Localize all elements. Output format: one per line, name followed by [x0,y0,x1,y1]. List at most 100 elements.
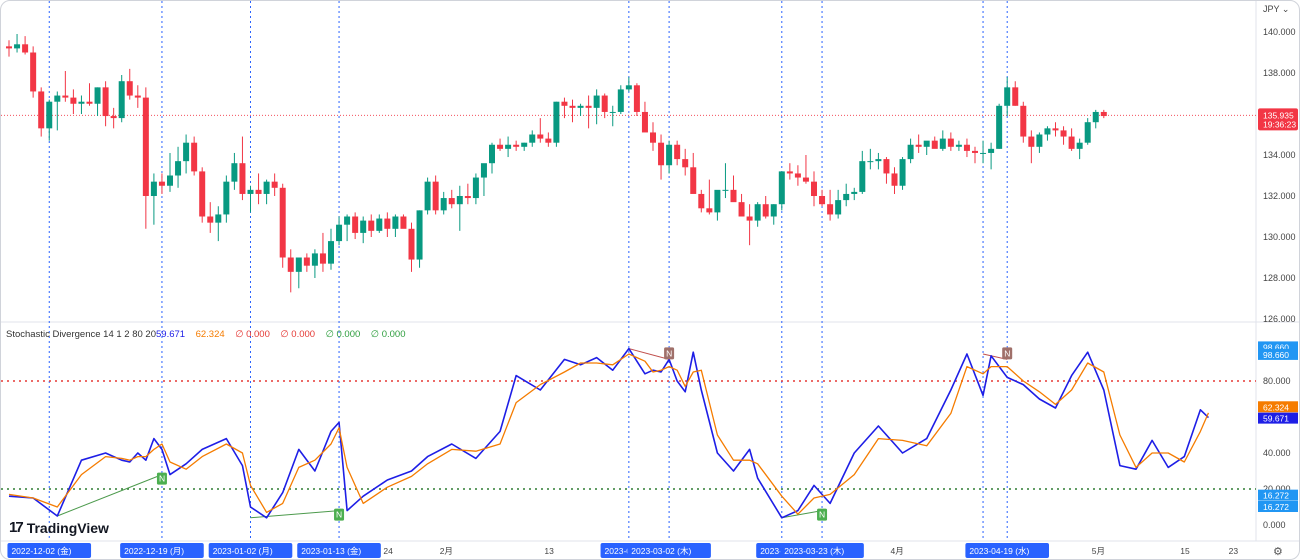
oscillator-value-badge-text: 98.660 [1263,342,1289,352]
candle-body [319,253,326,264]
candle-body [295,257,302,272]
candle-body [617,89,624,112]
stoch-d-line [8,353,1210,515]
candle-body [167,175,173,186]
candle-body [827,204,834,215]
date-marker-badge [7,543,92,558]
divergence-marker [817,508,828,521]
candle-body [239,163,246,194]
candle-body [1012,87,1019,106]
candle-body [577,105,584,108]
candle-body [835,200,842,215]
candle-body [231,163,238,182]
indicator-name: Stochastic Divergence 14 1 2 80 20 [6,329,156,340]
oscillator-tick-label: 80.000 [1263,376,1291,386]
candle-body [996,105,1003,149]
candle-body [1028,136,1035,147]
price-tick-label: 132.000 [1263,191,1296,201]
candle-body [802,177,809,182]
candle-body [311,253,318,266]
candle-body [424,181,431,211]
candle-body [1020,105,1027,137]
candle-body [658,142,665,166]
time-tick-label: 5月 [1092,546,1105,556]
candle-body [70,97,77,104]
candle-body [682,159,689,168]
price-tick-label: 138.000 [1263,68,1296,78]
candle-body [939,138,946,149]
indicator-value: ∅ 0.000 [280,329,315,340]
candle-body [448,198,455,205]
candle-body [883,159,890,174]
divergence-line [628,348,670,360]
candle-body [569,105,576,108]
candle-body [287,257,294,272]
oscillator-value-badge [1258,341,1298,353]
candle-body [456,196,463,205]
candle-body [207,216,214,223]
currency-selector[interactable]: JPY ⌄ [1263,4,1289,15]
candle-body [553,101,560,143]
time-tick-label: 2月 [440,546,453,556]
candle-body [94,87,101,104]
date-marker-label: 2023-01-02 (月) [213,546,273,556]
candle-body [1076,142,1083,149]
candle-body [199,171,206,217]
candle-body [633,85,640,112]
candle-body [118,81,125,119]
indicator-value: 62.324 [196,329,225,340]
price-badge-countdown: 19:36:23 [1263,119,1296,129]
candle-body [1084,122,1091,143]
candle-body [625,85,632,90]
divergence-marker [1002,347,1013,360]
candle-body [223,181,230,215]
indicator-value: ∅ 0.000 [326,329,361,340]
candle-body [947,138,954,147]
candle-body [30,52,37,92]
candle-body [368,220,375,231]
divergence-marker-label: N [1004,348,1010,358]
candle-body [714,189,721,213]
candle-body [360,220,367,233]
candle-body [255,189,262,194]
candle-body [328,241,334,264]
candle-body [722,189,729,191]
candle-body [472,177,479,199]
time-tick-label: 4月 [891,546,904,556]
oscillator-value-badge [1258,489,1298,501]
date-marker-badge [965,543,1049,558]
candles [6,34,1107,293]
candle-body [384,218,391,229]
candle-body [891,173,898,186]
tradingview-brand[interactable]: 17 TradingView [9,519,109,536]
price-badge-box [1258,108,1298,131]
candle-body [1068,136,1075,149]
candle-body [279,187,286,258]
divergence-marker-label: N [819,510,825,520]
candle-body [158,181,165,186]
divergence-marker-label: N [336,510,342,520]
divergence-marker [664,347,675,360]
candle-body [513,144,520,147]
divergence-line [781,510,823,519]
candle-body [134,95,141,98]
time-tick-label: 23 [1229,546,1239,556]
candle-body [22,44,29,53]
candle-body [811,181,817,196]
candle-body [54,95,61,102]
candle-body [150,181,157,196]
candle-body [786,171,793,174]
price-tick-label: 140.000 [1263,27,1296,37]
currency-label: JPY [1263,4,1280,14]
gear-icon[interactable]: ⚙ [1273,546,1283,558]
candle-body [62,95,69,98]
brand-text: TradingView [26,519,109,536]
candle-body [915,144,922,147]
candle-body [440,198,447,211]
divergence-marker-label: N [666,348,672,358]
time-tick-label: 15 [1180,546,1190,556]
date-marker-badge [208,543,293,558]
oscillator-value-badge-text: 59.671 [1263,414,1289,424]
